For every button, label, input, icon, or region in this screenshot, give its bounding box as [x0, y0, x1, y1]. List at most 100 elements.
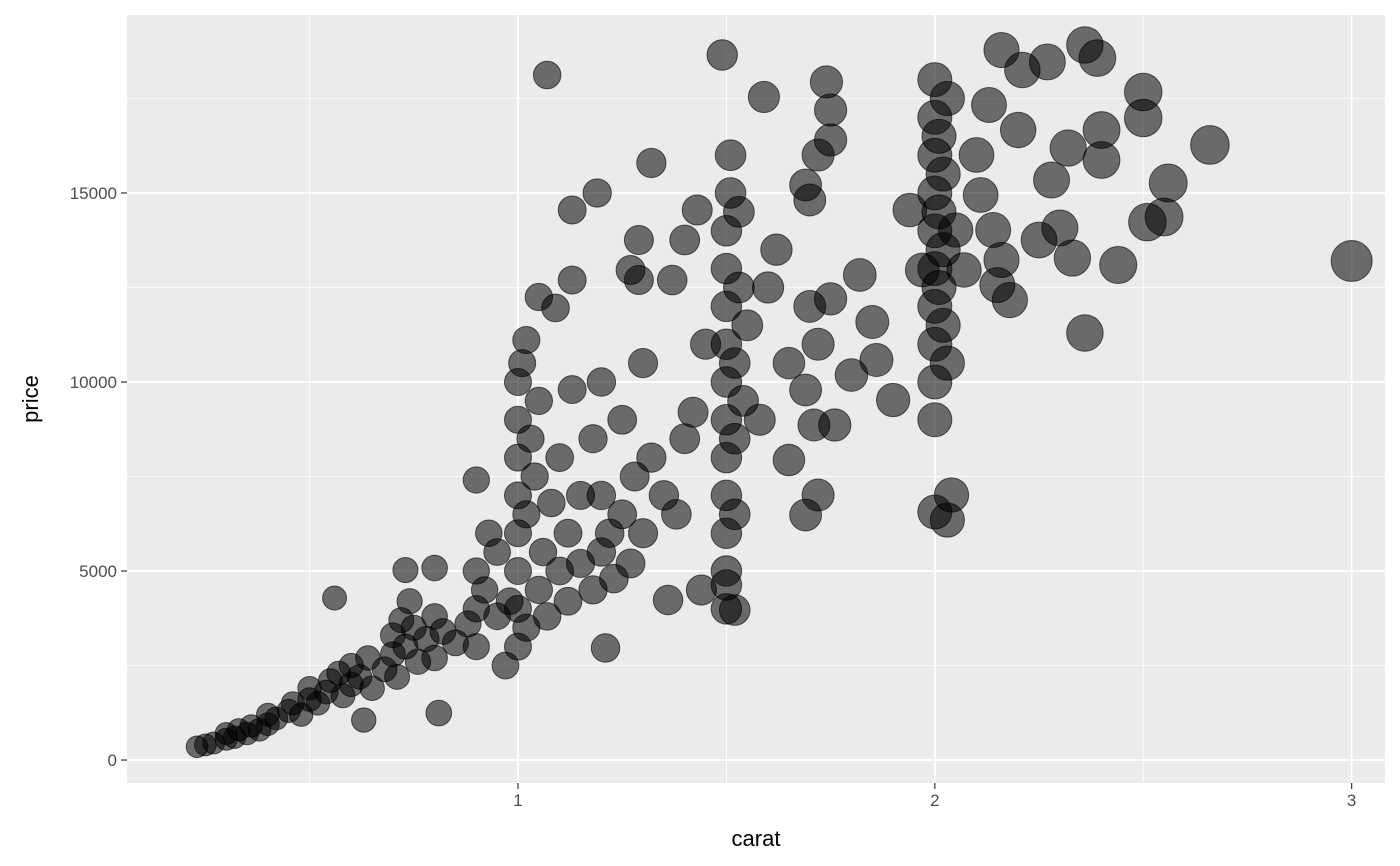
data-point [512, 325, 541, 355]
x-tick-label: 2 [930, 791, 939, 810]
data-point [652, 584, 684, 616]
data-point [656, 264, 688, 296]
data-point [483, 538, 511, 566]
data-point [615, 548, 646, 579]
x-tick-label: 1 [513, 791, 522, 810]
data-point [351, 707, 377, 733]
data-point [396, 588, 423, 615]
data-point [929, 345, 965, 381]
data-point [586, 367, 617, 397]
data-point [813, 282, 848, 316]
data-point [516, 424, 545, 453]
y-tick-label: 15000 [70, 184, 117, 203]
data-point [607, 499, 638, 530]
data-point [524, 386, 554, 416]
data-point [681, 194, 713, 226]
data-point [607, 404, 638, 435]
data-point [524, 575, 554, 605]
data-point [661, 498, 692, 530]
data-point [1144, 197, 1184, 237]
data-point [1099, 245, 1138, 285]
data-point [462, 632, 490, 661]
data-point [532, 602, 562, 631]
data-point [789, 373, 823, 407]
data-point [999, 111, 1037, 149]
data-point [718, 422, 751, 455]
data-point [557, 375, 587, 405]
data-point [710, 555, 743, 587]
x-tick-label: 3 [1347, 791, 1356, 810]
data-point [1049, 129, 1087, 167]
y-tick-label: 10000 [70, 373, 117, 392]
data-point [760, 233, 793, 266]
data-point [718, 347, 751, 379]
data-point [801, 138, 835, 172]
data-point [855, 305, 890, 339]
data-point [731, 309, 764, 342]
data-point [541, 293, 570, 323]
data-point [1078, 39, 1117, 77]
data-point [1123, 98, 1163, 138]
data-point [706, 39, 738, 71]
data-point [582, 178, 612, 208]
data-point [425, 699, 453, 727]
data-point [789, 168, 823, 202]
data-point [818, 408, 852, 442]
data-point [971, 87, 1007, 123]
data-point [983, 31, 1020, 69]
data-point [520, 462, 549, 491]
data-point [359, 675, 385, 701]
data-point [384, 663, 411, 690]
data-point [557, 265, 587, 295]
data-point [962, 177, 999, 213]
data-point [627, 518, 659, 549]
data-point [1330, 240, 1373, 283]
data-point [1020, 221, 1058, 259]
y-tick-label: 5000 [79, 562, 117, 581]
data-point [545, 443, 575, 472]
data-point [801, 478, 835, 512]
data-point [557, 195, 587, 225]
data-point [677, 396, 709, 428]
data-point [714, 139, 747, 171]
data-point [809, 65, 844, 99]
axes: 1 2 3 0 5000 10000 15000 [70, 184, 1357, 810]
points-layer [185, 26, 1373, 759]
data-point [718, 498, 751, 531]
data-point [772, 346, 806, 380]
data-point [578, 424, 608, 454]
data-point [508, 349, 537, 378]
data-point [925, 156, 961, 192]
data-point [917, 494, 953, 530]
data-point [834, 358, 869, 392]
data-point [801, 327, 835, 361]
data-point [723, 271, 755, 304]
data-point [503, 557, 532, 586]
data-point [917, 402, 953, 438]
data-point [813, 93, 848, 127]
data-point [627, 348, 659, 379]
data-point [1148, 163, 1188, 203]
data-point [921, 269, 957, 306]
data-point [512, 500, 541, 529]
data-point [723, 196, 755, 228]
y-axis-title: price [18, 375, 43, 423]
data-point [710, 593, 743, 625]
data-point [772, 443, 806, 477]
data-point [421, 644, 448, 672]
data-point [586, 480, 617, 511]
data-point [553, 518, 583, 548]
data-point [743, 403, 776, 436]
data-point [747, 80, 780, 114]
y-tick-label: 0 [108, 751, 117, 770]
data-point [859, 342, 894, 378]
data-point [532, 60, 562, 90]
data-point [462, 466, 490, 494]
data-point [921, 194, 957, 230]
data-point [669, 224, 701, 256]
data-point [925, 307, 961, 343]
data-point [842, 258, 877, 292]
data-point [636, 147, 667, 179]
data-point [685, 574, 717, 606]
